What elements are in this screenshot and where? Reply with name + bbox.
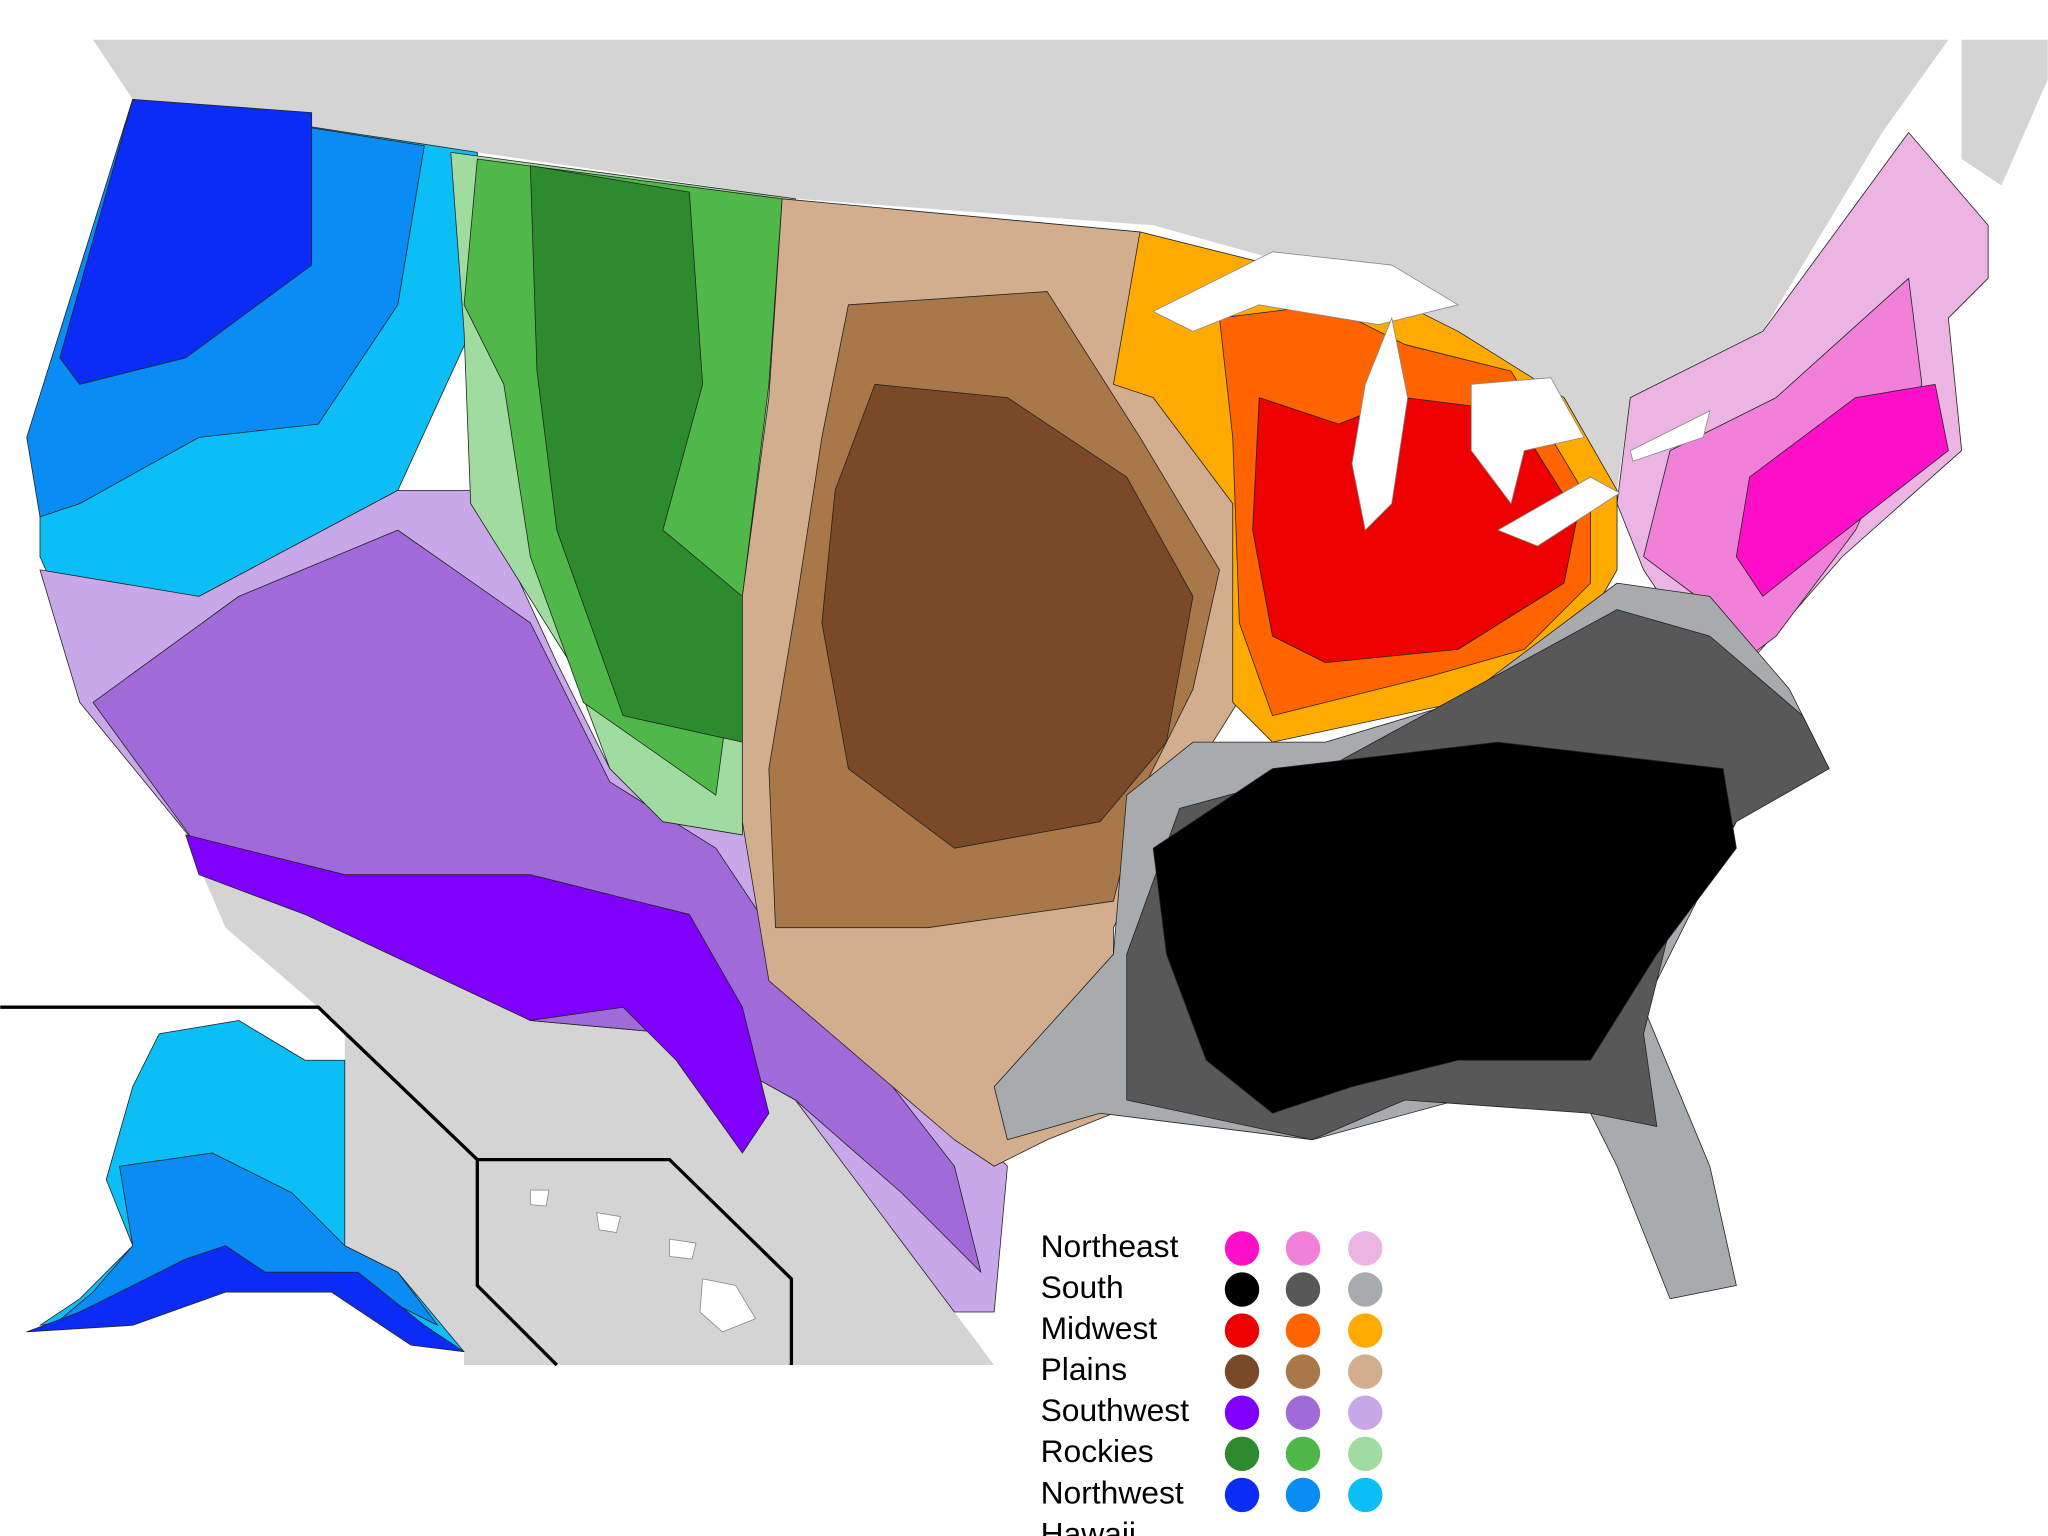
hawaii-kauai: [529, 1189, 550, 1207]
legend-swatch: [1285, 1231, 1321, 1266]
hawaii-maui: [669, 1238, 697, 1260]
background-land: [92, 39, 2048, 1366]
hawaii-oahu: [596, 1212, 621, 1233]
legend-swatch: [1348, 1231, 1383, 1266]
southwest-dark: [185, 834, 770, 1154]
inset-frame-hawaii: [477, 1157, 794, 1366]
legend-label: South: [1041, 1269, 1124, 1305]
legend-swatch: [1285, 1436, 1321, 1472]
northwest-dark: [59, 98, 313, 385]
canada: [92, 39, 1949, 491]
legend-swatch: [1348, 1354, 1383, 1389]
legend-label: Plains: [1041, 1351, 1128, 1387]
legend-swatch: [1224, 1395, 1260, 1430]
alaska-inset: [0, 1005, 794, 1367]
plains-dark: [821, 383, 1194, 849]
legend-swatch: [1348, 1395, 1383, 1430]
legend-label: Southwest: [1041, 1392, 1190, 1428]
legend-label: Midwest: [1041, 1310, 1158, 1346]
legend-swatch: [1285, 1313, 1321, 1348]
lake-erie: [1496, 476, 1621, 547]
legend: Northeast South Midwest Plains Southwest Rock…: [1041, 1228, 1383, 1536]
legend-swatch: [1348, 1436, 1383, 1472]
legend-label: Northwest: [1041, 1474, 1184, 1510]
northeast-dark: [1735, 383, 1949, 597]
legend-label: Rockies: [1041, 1433, 1154, 1469]
legend-swatch: [1224, 1477, 1260, 1513]
legend-swatch: [1348, 1313, 1383, 1348]
lake-superior: [1152, 251, 1460, 332]
south-dark: [1152, 741, 1737, 1114]
hawaii-island: [699, 1278, 757, 1333]
lake-huron: [1470, 377, 1585, 505]
legend-swatch: [1285, 1477, 1321, 1513]
legend-label: Northeast: [1041, 1228, 1179, 1264]
lake-michigan: [1351, 316, 1409, 531]
legend-swatch: [1285, 1272, 1321, 1307]
great-lakes: [1152, 251, 1711, 547]
legend-swatch: [1224, 1313, 1260, 1348]
canada-east: [1961, 39, 2048, 186]
lake-ontario: [1629, 410, 1711, 462]
legend-swatch: [1224, 1354, 1260, 1389]
legend-swatch: [1224, 1436, 1260, 1472]
alaska-dark: [26, 1245, 465, 1353]
regions: [26, 98, 1989, 1313]
legend-swatch: [1224, 1272, 1260, 1307]
legend-swatch: [1348, 1272, 1383, 1307]
legend-swatch: [1285, 1354, 1321, 1389]
canada-inset: [344, 1033, 557, 1366]
legend-swatch: [1348, 1477, 1383, 1513]
legend-label: Hawaii: [1041, 1515, 1136, 1536]
legend-swatch: [1285, 1395, 1321, 1430]
legend-swatch: [1224, 1231, 1260, 1266]
mexico: [185, 834, 995, 1366]
